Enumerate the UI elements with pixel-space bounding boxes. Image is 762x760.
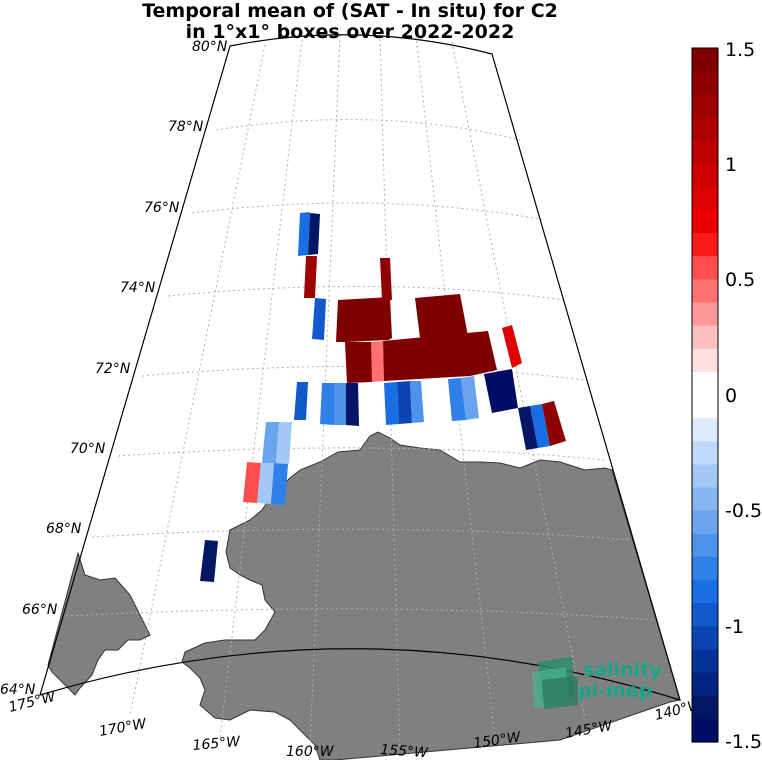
- colorbar-swatch: [692, 441, 718, 465]
- data-box: [304, 256, 317, 298]
- colorbar-swatch: [692, 672, 718, 697]
- data-box: [312, 298, 326, 340]
- colorbar-swatch: [692, 371, 718, 396]
- map-frame: [39, 34, 681, 701]
- colorbar-tick-label: -0.5: [725, 500, 762, 522]
- data-box: [298, 212, 310, 256]
- lat-label: 76°N: [144, 200, 180, 216]
- data-box: [257, 463, 274, 504]
- data-box: [448, 378, 466, 421]
- colorbar-swatch: [692, 649, 718, 674]
- lon-label: 155°W: [380, 742, 430, 760]
- colorbar-swatch: [692, 510, 718, 535]
- data-box: [461, 376, 479, 420]
- colorbar-swatch: [692, 603, 718, 627]
- chart-title-line1: Temporal mean of (SAT - In situ) for C2: [142, 0, 558, 22]
- data-box: [415, 294, 468, 338]
- logo-text-salinity: salinity: [583, 659, 662, 681]
- data-box: [410, 381, 424, 423]
- colorbar-frame: [691, 47, 719, 743]
- lat-label: 80°N: [192, 39, 228, 55]
- data-box: [383, 331, 497, 381]
- data-box: [336, 297, 392, 342]
- colorbar-swatch: [692, 71, 718, 95]
- data-box: [294, 382, 308, 420]
- colorbar-swatch: [692, 186, 718, 211]
- colorbar-swatch: [692, 94, 718, 118]
- data-box: [530, 404, 550, 448]
- data-box: [384, 382, 399, 425]
- colorbar-swatch: [692, 626, 718, 651]
- colorbar-swatch: [692, 695, 718, 720]
- colorbar-swatch: [692, 279, 718, 304]
- data-box: [276, 422, 292, 464]
- colorbar-swatch: [692, 117, 718, 142]
- data-box: [518, 406, 538, 450]
- lon-label: 150°W: [472, 729, 522, 752]
- chart-title-line2: in 1°x1° boxes over 2022-2022: [185, 21, 515, 43]
- colorbar-swatch: [692, 718, 718, 743]
- lat-label: 68°N: [46, 521, 82, 537]
- lon-label: 170°W: [98, 716, 149, 740]
- colorbar-tick-label: 0: [725, 385, 738, 407]
- colorbar-swatch: [692, 464, 718, 489]
- data-box: [320, 383, 334, 425]
- lat-label: 64°N: [0, 682, 36, 698]
- colorbar-swatch: [692, 395, 718, 419]
- colorbar-tick-label: 0.5: [725, 269, 756, 291]
- data-box: [345, 342, 372, 383]
- data-box: [243, 462, 261, 503]
- colorbar-tick-label: 1: [725, 154, 738, 176]
- lat-label: 66°N: [22, 602, 58, 618]
- lat-label: 70°N: [70, 441, 106, 457]
- latitude-labels: 80°N 78°N 76°N 74°N 72°N 70°N 68°N 66°N …: [0, 39, 228, 698]
- colorbar-swatch: [692, 256, 718, 280]
- colorbar-swatch: [692, 487, 718, 512]
- colorbar-swatch: [692, 556, 718, 581]
- data-box: [371, 341, 384, 382]
- data-box: [397, 381, 412, 424]
- data-box: [346, 383, 359, 426]
- colorbar-tick-label: -1.5: [725, 731, 762, 753]
- colorbar-swatch: [692, 233, 718, 257]
- colorbar: [692, 48, 718, 743]
- lon-label: 160°W: [286, 744, 335, 760]
- lat-label: 72°N: [95, 361, 131, 377]
- colorbar-swatch: [692, 48, 718, 72]
- colorbar-swatch: [692, 302, 718, 327]
- colorbar-swatch: [692, 325, 718, 350]
- colorbar-swatch: [692, 580, 718, 604]
- colorbar-swatch: [692, 533, 718, 558]
- data-box: [484, 369, 518, 413]
- land-chukotka: [47, 551, 151, 696]
- data-box: [271, 463, 288, 505]
- data-box: [262, 422, 279, 463]
- data-box: [200, 540, 218, 582]
- colorbar-tick-label: -1: [725, 616, 744, 638]
- colorbar-swatch: [692, 348, 718, 373]
- data-box: [542, 401, 566, 446]
- pimep-logo-icon: [532, 657, 578, 709]
- lat-label: 78°N: [168, 119, 204, 135]
- lon-label: 165°W: [192, 734, 242, 754]
- colorbar-swatch: [692, 140, 718, 165]
- data-box: [308, 213, 320, 255]
- logo-text-pimep: pi-mep: [578, 680, 653, 702]
- data-box: [502, 325, 522, 368]
- colorbar-swatch: [692, 163, 718, 188]
- lat-label: 74°N: [120, 280, 156, 296]
- colorbar-swatch: [692, 209, 718, 234]
- data-box: [380, 258, 392, 300]
- colorbar-swatch: [692, 418, 718, 442]
- data-box: [334, 383, 346, 425]
- colorbar-tick-label: 1.5: [725, 39, 756, 61]
- data-boxes: [200, 212, 566, 582]
